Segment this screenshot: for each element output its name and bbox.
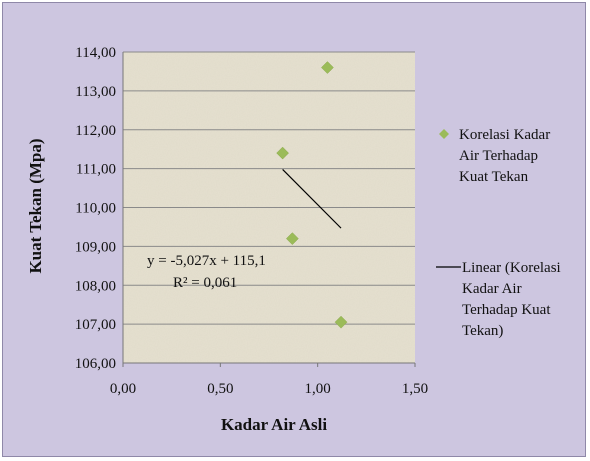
chart-frame: 106,00 107,00 108,00 109,00 110,00 111,00 112,… bbox=[2, 2, 586, 457]
legend-label-line: Terhadap Kuat bbox=[462, 302, 551, 318]
legend-label-line: Kuat Tekan bbox=[459, 169, 529, 185]
x-tick-label: 1,00 bbox=[305, 381, 331, 397]
y-tick-label: 113,00 bbox=[75, 84, 116, 100]
x-tick-label: 0,50 bbox=[207, 381, 233, 397]
chart-canvas: 106,00 107,00 108,00 109,00 110,00 111,00 112,… bbox=[26, 45, 561, 434]
legend-label-scatter: Korelasi Kadar Air Terhadap Kuat Tekan bbox=[459, 127, 550, 185]
legend-marker-scatter bbox=[439, 129, 449, 139]
y-tick-label: 112,00 bbox=[75, 123, 116, 139]
y-tick-label: 114,00 bbox=[75, 45, 116, 61]
x-axis-title: Kadar Air Asli bbox=[221, 415, 327, 434]
y-tick-label: 109,00 bbox=[75, 239, 116, 255]
legend-label-line: Linear (Korelasi bbox=[462, 260, 561, 276]
x-tick-label: 0,00 bbox=[110, 381, 136, 397]
y-axis-title: Kuat Tekan (Mpa) bbox=[26, 138, 45, 273]
legend-label-line: Kadar Air bbox=[462, 281, 522, 297]
x-tick-label: 1,50 bbox=[402, 381, 428, 397]
trendline-r-squared: R² = 0,061 bbox=[173, 275, 237, 291]
legend-label-line: Air Terhadap bbox=[459, 148, 538, 164]
scatter-point bbox=[334, 315, 348, 329]
scatter-point bbox=[321, 61, 334, 74]
legend-label-line: Tekan) bbox=[462, 323, 503, 339]
scatter-point bbox=[276, 146, 289, 160]
y-tick-label: 111,00 bbox=[76, 162, 116, 178]
trendline-equation: y = -5,027x + 115,1 bbox=[147, 253, 266, 269]
y-tick-label: 106,00 bbox=[75, 356, 116, 372]
trendline bbox=[282, 169, 342, 229]
y-tick-label: 110,00 bbox=[75, 201, 116, 217]
legend-label-line: Korelasi Kadar bbox=[459, 127, 550, 143]
y-tick-label: 107,00 bbox=[75, 317, 116, 333]
scatter-point bbox=[286, 232, 299, 245]
legend-label-trendline: Linear (Korelasi Kadar Air Terhadap Kuat Te… bbox=[462, 260, 561, 339]
y-tick-label: 108,00 bbox=[75, 278, 116, 294]
